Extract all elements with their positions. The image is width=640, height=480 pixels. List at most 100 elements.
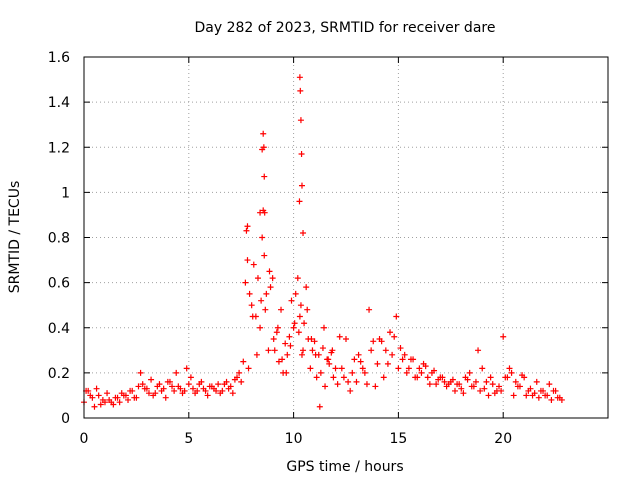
data-point bbox=[451, 387, 458, 394]
data-point bbox=[397, 345, 404, 352]
data-point bbox=[273, 329, 280, 336]
data-point bbox=[496, 383, 503, 390]
data-point bbox=[481, 385, 488, 392]
data-point bbox=[97, 401, 104, 408]
plot-frame bbox=[83, 56, 609, 419]
data-point bbox=[296, 74, 303, 81]
data-point bbox=[544, 392, 551, 399]
data-point bbox=[527, 385, 534, 392]
y-axis-label: SRMTID / TECUs bbox=[7, 181, 23, 294]
data-point bbox=[439, 374, 446, 381]
data-point bbox=[535, 394, 542, 401]
data-point bbox=[244, 223, 251, 230]
data-point bbox=[259, 146, 266, 153]
data-point bbox=[154, 383, 161, 390]
data-point bbox=[278, 306, 285, 313]
data-point bbox=[192, 390, 199, 397]
data-point bbox=[225, 385, 232, 392]
data-point bbox=[340, 374, 347, 381]
data-point bbox=[353, 378, 360, 385]
data-point bbox=[387, 329, 394, 336]
data-point bbox=[433, 381, 440, 388]
y-tick-label: 1.2 bbox=[48, 140, 70, 156]
data-point bbox=[514, 383, 521, 390]
data-point bbox=[185, 381, 192, 388]
data-point bbox=[248, 302, 255, 309]
data-point bbox=[292, 290, 299, 297]
data-point bbox=[200, 385, 207, 392]
data-point bbox=[410, 356, 417, 363]
data-point bbox=[258, 297, 265, 304]
x-tick-labels: 0 5 10 15 20 bbox=[80, 431, 513, 447]
y-tick-label: 1.4 bbox=[48, 95, 70, 111]
data-point bbox=[546, 381, 553, 388]
data-point bbox=[458, 385, 465, 392]
data-point bbox=[338, 365, 345, 372]
y-tick-label: 0.8 bbox=[48, 231, 70, 247]
data-point bbox=[309, 347, 316, 354]
data-point bbox=[141, 385, 148, 392]
x-tick-label: 10 bbox=[285, 431, 303, 447]
data-point bbox=[263, 290, 270, 297]
y-tick-label: 0.2 bbox=[48, 366, 70, 382]
data-point bbox=[295, 329, 302, 336]
data-point bbox=[266, 268, 273, 275]
data-point bbox=[355, 351, 362, 358]
data-point bbox=[424, 374, 431, 381]
data-point bbox=[171, 387, 178, 394]
y-tick-labels: 0 0.2 0.4 0.6 0.8 1 1.2 1.4 1.6 bbox=[48, 50, 70, 427]
data-point bbox=[510, 392, 517, 399]
data-point bbox=[116, 399, 123, 406]
data-point bbox=[261, 173, 268, 180]
data-point bbox=[208, 383, 215, 390]
data-point bbox=[548, 396, 555, 403]
data-point bbox=[472, 378, 479, 385]
x-tick-label: 20 bbox=[494, 431, 512, 447]
data-point bbox=[368, 347, 375, 354]
data-point bbox=[422, 363, 429, 370]
data-point bbox=[519, 372, 526, 379]
data-point bbox=[304, 306, 311, 313]
data-point bbox=[271, 347, 278, 354]
data-point bbox=[283, 369, 290, 376]
data-point bbox=[290, 324, 297, 331]
data-point bbox=[475, 347, 482, 354]
data-point bbox=[196, 381, 203, 388]
data-point bbox=[275, 358, 282, 365]
data-point bbox=[125, 396, 132, 403]
data-point bbox=[312, 351, 319, 358]
data-point bbox=[173, 369, 180, 376]
data-point bbox=[533, 378, 540, 385]
data-point bbox=[447, 378, 454, 385]
data-point bbox=[395, 365, 402, 372]
data-point bbox=[393, 313, 400, 320]
data-point bbox=[300, 347, 307, 354]
data-point bbox=[403, 369, 410, 376]
data-point bbox=[260, 130, 267, 137]
data-point bbox=[158, 387, 165, 394]
data-point bbox=[242, 279, 249, 286]
data-point bbox=[382, 347, 389, 354]
data-point bbox=[169, 383, 176, 390]
data-point bbox=[269, 275, 276, 282]
data-point bbox=[345, 378, 352, 385]
data-point bbox=[389, 351, 396, 358]
data-point bbox=[399, 356, 406, 363]
data-point bbox=[261, 252, 268, 259]
data-point bbox=[286, 333, 293, 340]
data-point bbox=[330, 374, 337, 381]
data-point bbox=[493, 387, 500, 394]
data-point bbox=[468, 383, 475, 390]
data-point bbox=[308, 336, 315, 343]
data-point bbox=[108, 399, 115, 406]
data-point bbox=[464, 376, 471, 383]
data-point bbox=[489, 381, 496, 388]
data-point bbox=[240, 358, 247, 365]
data-point bbox=[166, 378, 173, 385]
data-point bbox=[441, 378, 448, 385]
data-point bbox=[487, 374, 494, 381]
data-point bbox=[259, 234, 266, 241]
y-tick-label: 1.6 bbox=[48, 50, 70, 66]
data-point bbox=[477, 387, 484, 394]
data-point bbox=[148, 376, 155, 383]
